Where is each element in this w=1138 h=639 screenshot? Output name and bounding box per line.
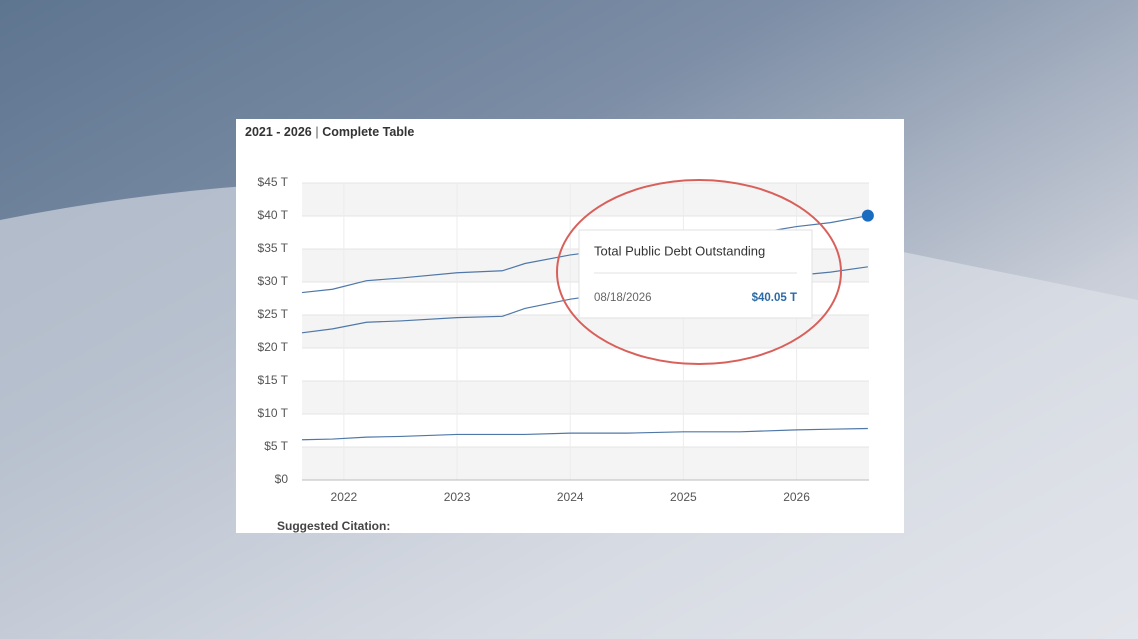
y-tick-label: $20 T (258, 340, 289, 354)
tooltip-box (578, 229, 813, 319)
header-title: 2021 - 2026 (245, 125, 312, 139)
tooltip: Total Public Debt Outstanding 08/18/2026… (578, 229, 813, 319)
y-tick-label: $30 T (258, 274, 289, 288)
tooltip-date: 08/18/2026 (594, 292, 652, 304)
x-tick-label: 2025 (670, 490, 697, 504)
header-link[interactable]: Complete Table (322, 125, 414, 139)
x-tick-label: 2023 (444, 490, 471, 504)
header: 2021 - 2026 | Complete Table (245, 125, 414, 139)
series-line (301, 215, 868, 294)
grid-band (302, 315, 869, 348)
grid-band (302, 183, 869, 216)
y-tick-label: $10 T (258, 406, 289, 420)
grid-band (302, 447, 869, 480)
x-tick-label: 2024 (557, 490, 584, 504)
highlight-point (861, 209, 874, 222)
grid-band (302, 381, 869, 414)
y-tick-label: $40 T (258, 208, 289, 222)
y-tick-label: $45 T (258, 175, 289, 189)
y-tick-label: $0 (275, 472, 289, 486)
annotation-circle (556, 179, 842, 365)
tooltip-title: Total Public Debt Outstanding (594, 243, 765, 258)
series-line (301, 427, 868, 441)
tooltip-value: $40.05 T (752, 292, 797, 304)
y-tick-label: $35 T (258, 241, 289, 255)
x-tick-label: 2022 (331, 490, 358, 504)
citation: Suggested Citation: (277, 519, 390, 533)
y-tick-label: $5 T (264, 439, 288, 453)
x-tick-label: 2026 (783, 490, 810, 504)
y-tick-label: $15 T (258, 373, 289, 387)
y-tick-label: $25 T (258, 307, 289, 321)
